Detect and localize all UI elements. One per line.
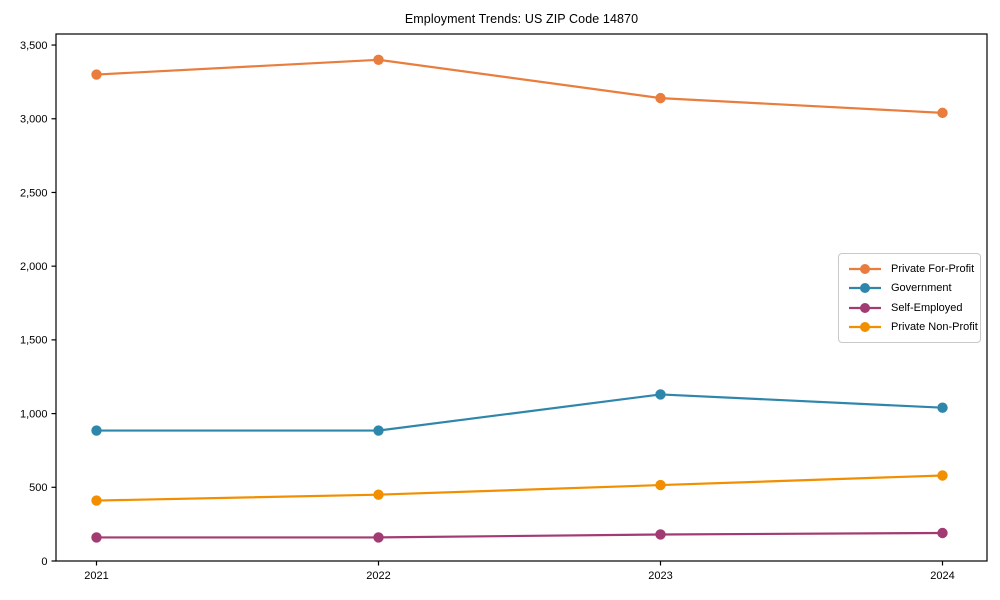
legend-marker-self-employed-icon [849, 302, 881, 313]
y-axis-tick-label: 1,000 [20, 408, 48, 420]
series-line-government [95, 393, 944, 432]
y-axis-tick-label: 1,500 [20, 335, 48, 347]
legend-label: Self-Employed [891, 301, 963, 314]
data-point-private-for-profit-2022 [373, 54, 384, 65]
data-point-private-for-profit-2021 [91, 69, 102, 80]
x-axis-tick-label: 2023 [648, 570, 672, 582]
legend-item-private-non-profit: Private Non-Profit [848, 318, 978, 337]
legend-item-self-employed: Self-Employed [848, 298, 974, 317]
legend-marker-government-icon [849, 283, 881, 294]
legend-label: Private For-Profit [891, 262, 975, 275]
legend: Private For-Profit Government Self-Employe… [838, 253, 981, 343]
x-axis-tick-label: 2022 [366, 570, 390, 582]
legend-item-government: Government [848, 279, 974, 298]
legend-item-private-for-profit: Private For-Profit [848, 259, 974, 278]
series-line-self-employed [95, 531, 944, 539]
data-point-government-2021 [91, 425, 102, 436]
data-point-private-non-profit-2023 [655, 479, 666, 491]
series-line-private-for-profit [95, 58, 944, 114]
y-axis-tick-label: 500 [29, 482, 47, 494]
data-point-self-employed-2023 [655, 529, 666, 540]
data-point-private-non-profit-2021 [91, 495, 102, 506]
data-point-self-employed-2021 [91, 532, 102, 543]
chart-title: Employment Trends: US ZIP Code 14870 [404, 12, 639, 26]
x-axis-tick-label: 2021 [84, 570, 108, 582]
x-axis-tick-label: 2024 [930, 570, 954, 582]
data-point-self-employed-2022 [373, 532, 384, 543]
y-axis-tick-label: 2,500 [20, 187, 48, 199]
series-line-private-non-profit [95, 474, 944, 502]
legend-label: Private Non-Profit [891, 321, 978, 334]
data-point-government-2022 [373, 425, 384, 436]
y-axis-tick-label: 2,000 [20, 261, 48, 273]
data-point-government-2023 [655, 389, 666, 400]
data-point-self-employed-2024 [937, 527, 948, 539]
data-point-private-non-profit-2024 [937, 470, 948, 481]
axes-spines [55, 33, 988, 562]
y-axis-tick-label: 3,000 [20, 114, 48, 126]
data-point-private-for-profit-2023 [655, 92, 666, 104]
data-point-private-non-profit-2022 [373, 489, 384, 500]
legend-label: Government [891, 282, 952, 295]
legend-marker-private-non-profit-icon [849, 322, 881, 333]
y-axis-tick-label: 3,500 [20, 40, 48, 52]
y-axis-tick-label: 0 [41, 556, 47, 568]
legend-marker-private-for-profit-icon [849, 263, 881, 274]
data-point-private-for-profit-2024 [937, 107, 948, 119]
data-point-government-2024 [937, 402, 948, 413]
